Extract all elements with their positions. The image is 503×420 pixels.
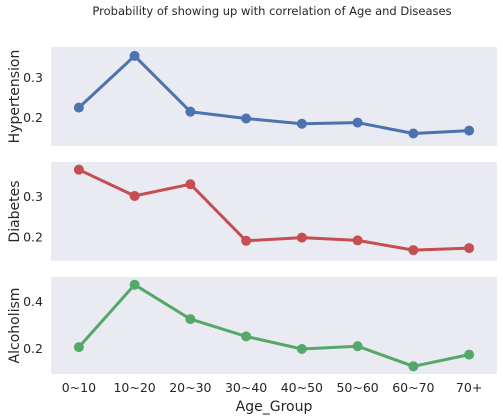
x-tick-label: 10~20 [113,380,155,395]
x-tick-label: 70+ [456,380,482,395]
data-point [129,190,140,201]
data-point [129,279,140,290]
y-axis-label: Hypertension [7,50,23,144]
data-point [185,179,196,190]
data-point [464,243,475,254]
data-point [185,314,196,325]
data-point [408,245,419,256]
series-line-hypertension [77,54,471,135]
x-axis-label: Age_Group [236,399,313,415]
y-axis-label: Alcoholism [7,288,23,364]
data-point [352,341,363,352]
data-point [408,128,419,139]
x-tick-label: 30~40 [225,380,267,395]
data-point [73,342,84,353]
data-point [129,50,140,61]
data-point [73,164,84,175]
y-tick-label: 0.4 [23,294,43,309]
series-line-alcoholism [77,283,471,368]
data-point [73,102,84,113]
chart-title: Probability of showing up with correlati… [92,4,451,18]
data-point [296,118,307,129]
data-point [408,361,419,372]
data-point [296,232,307,243]
series-line-diabetes [77,168,471,252]
y-tick-label: 0.2 [23,341,43,356]
data-point [241,113,252,124]
x-tick-label: 40~50 [281,380,323,395]
x-tick-label: 0~10 [62,380,96,395]
plot-background [51,277,497,374]
y-tick-label: 0.3 [23,70,43,85]
data-point [185,106,196,117]
y-axis-label: Diabetes [7,180,23,242]
data-point [352,235,363,246]
data-point [352,117,363,128]
y-tick-label: 0.2 [23,110,43,125]
x-tick-label: 50~60 [336,380,378,395]
data-point [241,331,252,342]
plot-background [51,162,497,261]
y-tick-label: 0.3 [23,189,43,204]
data-point [241,235,252,246]
data-point [296,343,307,354]
x-tick-label: 60~70 [392,380,434,395]
x-tick-label: 20~30 [169,380,211,395]
y-tick-label: 0.2 [23,229,43,244]
data-point [464,125,475,136]
data-point [464,349,475,360]
